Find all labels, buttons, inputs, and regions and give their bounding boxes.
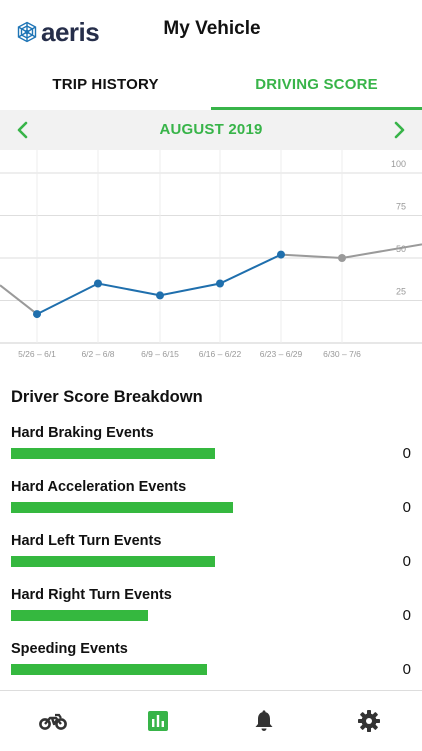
globe-logo-icon bbox=[17, 21, 37, 43]
y-tick-label: 100 bbox=[391, 159, 406, 169]
x-tick-label: 6/23 – 6/29 bbox=[260, 349, 303, 359]
bottom-nav bbox=[0, 690, 422, 751]
event-bar bbox=[11, 448, 215, 459]
x-tick-label: 6/2 – 6/8 bbox=[81, 349, 114, 359]
x-tick-label: 6/16 – 6/22 bbox=[199, 349, 242, 359]
nav-settings[interactable] bbox=[316, 691, 421, 751]
data-point bbox=[94, 279, 102, 288]
event-count: 0 bbox=[402, 499, 411, 516]
event-bar bbox=[11, 664, 207, 675]
x-tick-label: 6/9 – 6/15 bbox=[141, 349, 179, 359]
logo-text: aeris bbox=[41, 17, 100, 47]
y-tick-label: 50 bbox=[396, 244, 406, 254]
series-line-tail bbox=[341, 243, 422, 259]
hard-acceleration-event-row: Hard Acceleration Events 0 bbox=[0, 479, 422, 533]
event-count: 0 bbox=[402, 445, 411, 462]
event-count: 0 bbox=[402, 661, 411, 678]
page-title: My Vehicle bbox=[163, 18, 261, 39]
x-tick-label: 6/30 – 7/6 bbox=[323, 349, 361, 359]
tab-bar: TRIP HISTORY DRIVING SCORE bbox=[0, 62, 422, 110]
data-point bbox=[277, 250, 285, 259]
month-selector: AUGUST 2019 bbox=[0, 110, 422, 150]
event-label: Hard Right Turn Events bbox=[11, 587, 172, 603]
hard-left-turn-event-row: Hard Left Turn Events 0 bbox=[0, 533, 422, 587]
event-count: 0 bbox=[402, 553, 411, 570]
x-tick-label: 5/26 – 6/1 bbox=[18, 349, 56, 359]
breakdown-title: Driver Score Breakdown bbox=[11, 388, 203, 406]
chevron-right-icon[interactable] bbox=[389, 120, 409, 140]
nav-notifications[interactable] bbox=[211, 691, 316, 751]
hard-right-turn-event-row: Hard Right Turn Events 0 bbox=[0, 587, 422, 641]
gear-icon bbox=[357, 710, 380, 732]
series-line bbox=[36, 253, 282, 315]
event-label: Hard Left Turn Events bbox=[11, 533, 162, 549]
series-line-projected bbox=[280, 253, 343, 259]
aeris-logo: aeris bbox=[16, 17, 100, 47]
bar-chart-icon bbox=[147, 711, 168, 731]
tab-trip-history[interactable]: TRIP HISTORY bbox=[52, 76, 159, 93]
speeding-event-row: Speeding Events 0 bbox=[0, 641, 422, 695]
y-tick-label: 25 bbox=[396, 287, 406, 297]
event-label: Hard Acceleration Events bbox=[11, 479, 187, 495]
app-header: aeris My Vehicle bbox=[0, 0, 422, 62]
bell-icon bbox=[255, 710, 272, 731]
nav-vehicle[interactable] bbox=[0, 691, 105, 751]
data-point bbox=[216, 279, 224, 288]
month-label: AUGUST 2019 bbox=[159, 121, 263, 138]
nav-driving-score[interactable] bbox=[105, 691, 210, 751]
series-line-lead bbox=[0, 284, 38, 315]
event-count: 0 bbox=[402, 607, 411, 624]
event-label: Speeding Events bbox=[11, 641, 128, 657]
data-point bbox=[338, 254, 346, 262]
event-bar bbox=[11, 556, 215, 567]
data-point bbox=[156, 291, 164, 300]
hard-braking-event-row: Hard Braking Events 0 bbox=[0, 425, 422, 479]
y-tick-label: 75 bbox=[396, 202, 406, 212]
chevron-left-icon[interactable] bbox=[13, 120, 33, 140]
motorcycle-icon bbox=[38, 713, 67, 730]
data-point bbox=[33, 310, 41, 319]
driving-score-chart: 100 75 50 25 5/26 – 6/1 6/2 – 6/8 6/9 – 6/15 6/… bbox=[0, 150, 422, 359]
event-bar bbox=[11, 502, 233, 513]
event-bar bbox=[11, 610, 148, 621]
event-label: Hard Braking Events bbox=[11, 425, 154, 441]
tab-driving-score[interactable]: DRIVING SCORE bbox=[211, 62, 422, 110]
